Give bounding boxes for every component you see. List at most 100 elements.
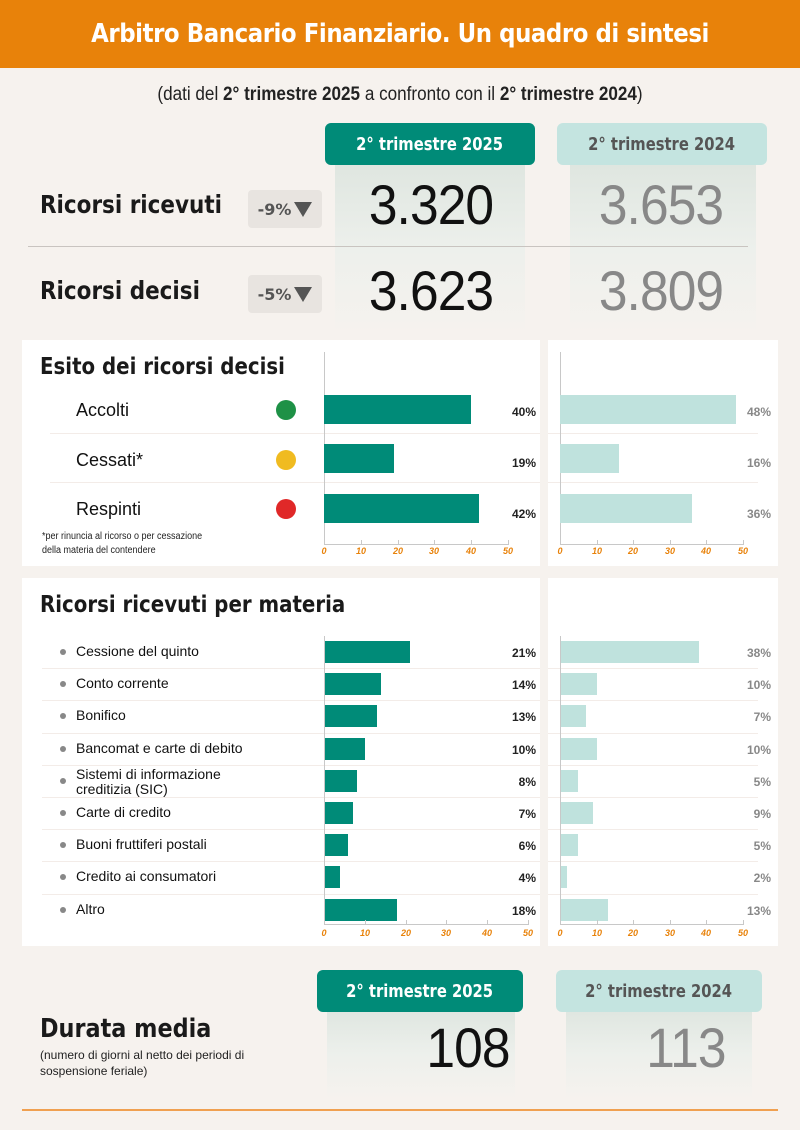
durata-value-previous: 113 (646, 1016, 726, 1079)
pct-current: 10% (511, 742, 536, 757)
pct-current: 8% (518, 774, 536, 789)
axis-tick (508, 540, 509, 545)
axis-tick-label: 30 (440, 928, 451, 938)
durata-header-current: 2° trimestre 2025 (317, 970, 523, 1012)
bar-accolti-current (324, 395, 471, 424)
esito-footnote: *per rinuncia al ricorso o per cessazion… (42, 531, 203, 556)
outcome-label-cessati: Cessati* (76, 450, 144, 470)
bar-previous (560, 769, 579, 792)
axis-tick (597, 540, 598, 545)
axis-tick-label: 20 (400, 928, 411, 938)
bar-previous (560, 641, 700, 663)
durata-value-current: 108 (426, 1016, 510, 1079)
row-separator (50, 433, 540, 434)
axis-tick-label: 20 (627, 928, 638, 938)
axis-tick (528, 920, 529, 925)
row-separator (548, 433, 758, 434)
bar-current (324, 769, 357, 792)
axis-tick-label: 10 (591, 928, 602, 938)
axis-tick-label: 30 (428, 546, 439, 556)
bar-current (324, 641, 410, 663)
materia-axis-x-previous (560, 924, 743, 925)
bar-respinti-current (324, 494, 479, 523)
header-previous-period: 2° trimestre 2024 (557, 123, 767, 165)
pct-cessati-current: 19% (511, 456, 536, 470)
axis-tick (706, 540, 707, 545)
delta-badge-decisi: -5% (248, 275, 322, 313)
pct-accolti-previous: 48% (746, 405, 771, 419)
axis-tick-label: 10 (359, 928, 370, 938)
outcome-label-accolti: Accolti (76, 400, 130, 420)
axis-tick (446, 920, 447, 925)
pct-previous: 9% (753, 807, 771, 821)
axis-tick-label: 40 (700, 546, 711, 556)
bar-previous (560, 737, 597, 760)
value-decisi-previous: 3.809 (598, 259, 724, 322)
bar-cessati-previous (560, 444, 619, 473)
axis-tick (597, 920, 598, 925)
pct-current: 6% (518, 839, 536, 854)
pct-previous: 5% (753, 839, 771, 854)
durata-title: Durata media (40, 1014, 212, 1044)
axis-tick (361, 540, 362, 545)
bullet-icon (60, 681, 66, 688)
bullet-icon (60, 649, 66, 655)
row-separator (42, 732, 540, 734)
bullet-icon (60, 906, 66, 913)
axis-tick-label: 0 (557, 546, 563, 556)
axis-tick-label: 10 (355, 546, 366, 556)
durata-note: (numero di giorni al netto dei periodi d… (40, 1048, 245, 1078)
footer-divider (22, 1109, 778, 1111)
materia-label: Cessione del quinto (76, 643, 199, 659)
durata-current-shade (327, 1010, 515, 1100)
pct-current: 18% (511, 903, 536, 918)
axis-tick (365, 920, 366, 925)
axis-tick-label: 50 (522, 928, 533, 938)
materia-label: Credito ai consumatori (76, 868, 217, 885)
bar-cessati-current (324, 444, 394, 473)
metric-label-decisi: Ricorsi decisi (40, 276, 200, 305)
bar-previous (560, 898, 608, 921)
esito-axis-x-current (324, 544, 508, 545)
bar-accolti-previous (560, 395, 736, 424)
pct-previous: 38% (746, 646, 771, 660)
pct-previous: 10% (746, 678, 771, 693)
bar-previous (560, 866, 568, 889)
axis-tick-label: 20 (392, 546, 403, 556)
pct-cessati-previous: 16% (746, 456, 771, 470)
pct-current: 21% (511, 646, 536, 660)
metric-divider (28, 246, 748, 247)
row-separator (548, 482, 758, 483)
axis-tick (434, 540, 435, 545)
axis-tick-label: 20 (627, 546, 638, 556)
materia-label: Bonifico (76, 707, 126, 724)
row-separator (42, 893, 540, 895)
axis-tick (406, 920, 407, 925)
row-separator (548, 861, 758, 863)
axis-tick (743, 540, 744, 545)
metric-label-ricevuti: Ricorsi ricevuti (40, 190, 222, 219)
outcome-label-respinti: Respinti (76, 499, 142, 519)
axis-tick-label: 0 (557, 928, 563, 938)
materia-panel-previous (548, 578, 778, 946)
bar-current (324, 866, 341, 889)
down-triangle-icon (294, 201, 313, 217)
materia-axis-x-current (324, 924, 528, 925)
materia-panel-current (22, 578, 540, 946)
bar-current (324, 737, 365, 760)
pct-previous: 13% (746, 903, 771, 918)
materia-label: Carte di credito (76, 804, 171, 820)
bar-current (324, 673, 382, 696)
row-separator (548, 764, 758, 766)
pct-current: 7% (518, 807, 536, 821)
bar-respinti-previous (560, 494, 692, 523)
subtitle: (dati del 2° trimestre 2025 a confronto … (157, 84, 643, 105)
pct-current: 13% (511, 710, 536, 725)
bullet-icon (60, 745, 66, 752)
row-separator (548, 668, 758, 670)
axis-tick-label: 40 (700, 928, 711, 938)
value-decisi-current: 3.623 (368, 259, 494, 322)
bullet-icon (60, 842, 66, 849)
row-separator (42, 797, 540, 798)
title-bar: Arbitro Bancario Finanziario. Un quadro … (0, 0, 800, 68)
